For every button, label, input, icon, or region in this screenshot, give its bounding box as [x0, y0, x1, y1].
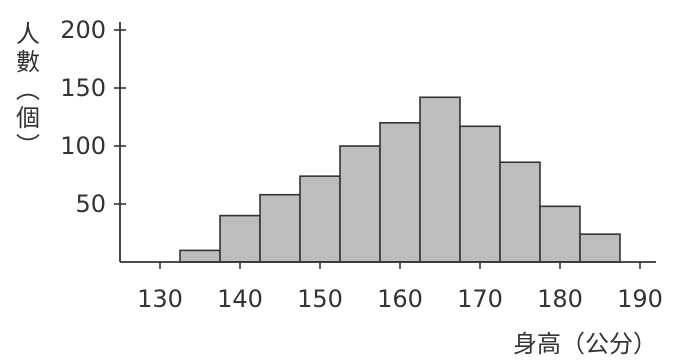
y-tick-label: 100	[60, 132, 106, 160]
histogram-bar	[539, 205, 581, 263]
y-ticks-group: 50 100 150 200	[60, 16, 126, 218]
histogram-bar	[259, 193, 301, 263]
histogram-bar	[299, 175, 341, 263]
x-ticks-group: 130 140 150 160 170 180 190	[137, 262, 663, 313]
y-tick-label: 50	[75, 190, 106, 218]
histogram-bar	[179, 249, 221, 263]
histogram-bar	[499, 161, 541, 263]
y-tick-label: 150	[60, 74, 106, 102]
bars-group	[179, 96, 621, 263]
histogram-bar	[219, 214, 261, 263]
x-tick-label: 160	[377, 285, 423, 313]
x-tick-label: 170	[457, 285, 503, 313]
y-tick-label: 200	[60, 16, 106, 44]
histogram-bar	[459, 125, 501, 263]
x-tick-label: 140	[217, 285, 263, 313]
x-tick-label: 130	[137, 285, 183, 313]
histogram-bar	[419, 96, 461, 263]
x-axis-label: 身高（公分）	[513, 330, 657, 358]
x-tick-label: 150	[297, 285, 343, 313]
histogram-bar	[579, 233, 621, 263]
x-tick-label: 190	[617, 285, 663, 313]
y-axis-label: 人數︵個︶	[16, 20, 40, 160]
histogram-bar	[379, 122, 421, 263]
x-tick-label: 180	[537, 285, 583, 313]
histogram-bar	[339, 145, 381, 263]
